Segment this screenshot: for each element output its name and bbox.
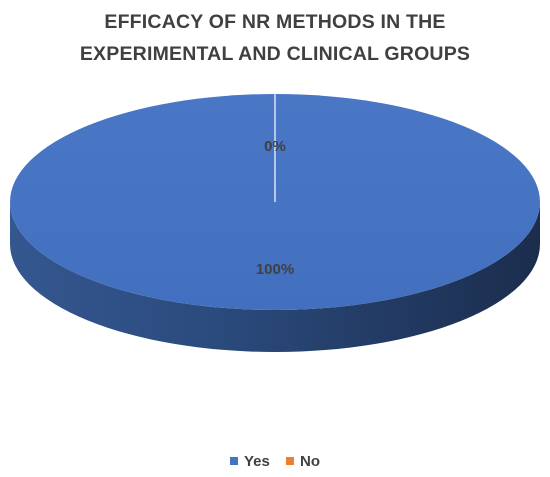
chart-title-line-2: EXPERIMENTAL AND CLINICAL GROUPS bbox=[79, 43, 471, 65]
chart-title-line-1: EFFICACY OF NR METHODS IN THE bbox=[104, 11, 446, 33]
legend-label-yes: Yes bbox=[243, 452, 270, 470]
data-label-yes: 100% bbox=[256, 261, 294, 278]
legend: Yes No bbox=[0, 452, 550, 470]
legend-item-no: No bbox=[286, 453, 320, 470]
legend-swatch-yes bbox=[229, 456, 238, 465]
chart-title: EFFICACY OF NR METHODS IN THE EXPERIMENT… bbox=[0, 6, 550, 70]
legend-item-yes: Yes bbox=[229, 452, 270, 470]
data-label-no: 0% bbox=[264, 138, 286, 155]
legend-swatch-no bbox=[286, 456, 295, 465]
legend-label-no: No bbox=[300, 452, 321, 470]
pie-side-wall bbox=[10, 202, 540, 352]
